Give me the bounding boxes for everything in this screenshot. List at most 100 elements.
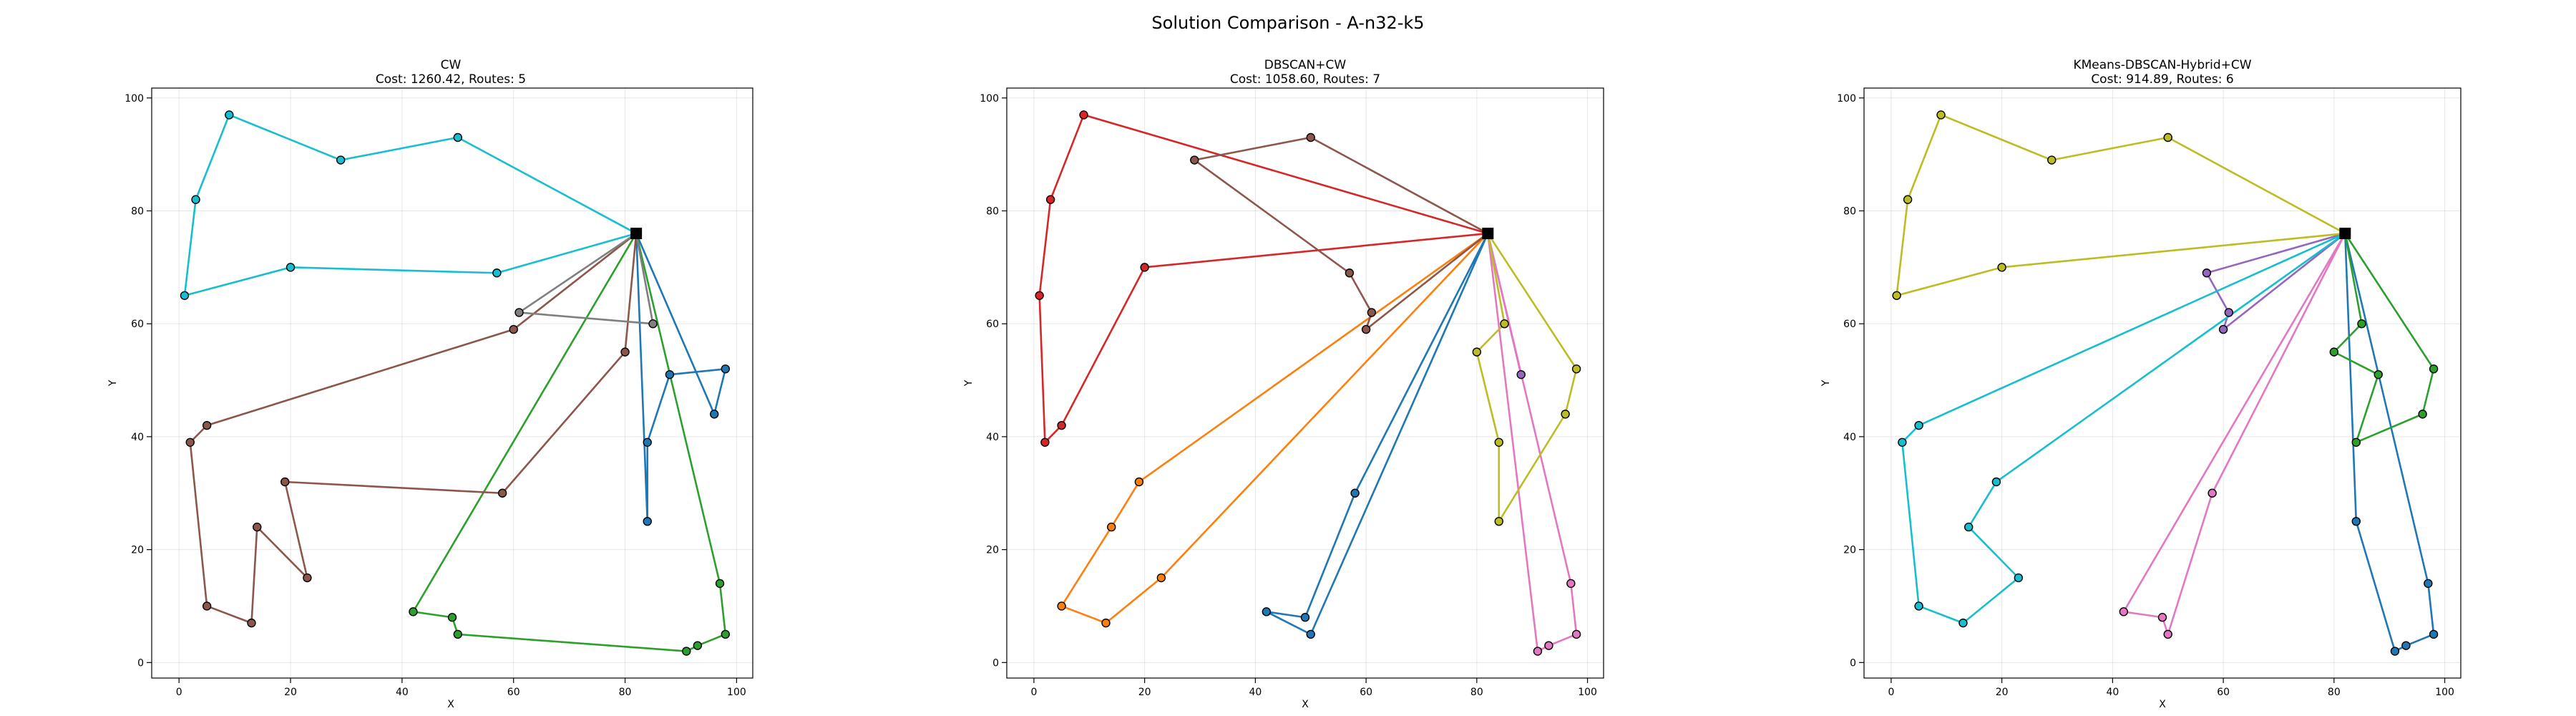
route-line — [1265, 233, 1489, 636]
x-tick-label: 100 — [727, 687, 746, 698]
customer-point — [2351, 437, 2361, 447]
x-axis-label: X — [447, 699, 454, 710]
route-line — [412, 233, 727, 652]
route-line — [2122, 233, 2346, 636]
customer-point — [2163, 132, 2172, 142]
x-tick-label: 20 — [284, 687, 297, 698]
depot-marker — [2339, 228, 2351, 240]
customer-point — [191, 195, 200, 204]
y-tick-label: 60 — [986, 319, 999, 330]
x-tick-label: 60 — [2217, 687, 2230, 698]
customer-point — [225, 110, 234, 120]
customer-point — [2207, 488, 2217, 498]
customer-point — [1040, 437, 1050, 447]
customer-point — [710, 410, 719, 419]
y-tick-label: 0 — [137, 657, 144, 669]
y-tick-label: 60 — [1843, 319, 1856, 330]
customer-point — [1561, 410, 1570, 419]
depot-marker — [1482, 228, 1494, 240]
customer-point — [620, 347, 630, 357]
x-axis-label: X — [2159, 699, 2166, 710]
customer-point — [453, 629, 462, 639]
route-lines — [1896, 114, 2435, 652]
grid-lines — [1864, 88, 2461, 678]
customer-point — [715, 579, 725, 589]
customer-point — [2224, 308, 2234, 317]
customer-point — [1544, 641, 1553, 650]
y-tick-label: 40 — [131, 432, 144, 443]
y-tick-label: 40 — [986, 432, 999, 443]
route-line — [189, 233, 638, 624]
route-line — [1060, 232, 1489, 624]
depot-marker — [630, 228, 643, 240]
y-tick-label: 20 — [131, 545, 144, 556]
route-line — [1487, 233, 1578, 652]
x-tick-label: 60 — [507, 687, 520, 698]
x-tick-label: 80 — [2328, 687, 2341, 698]
customer-point — [1140, 263, 1149, 272]
customer-point — [1898, 437, 1907, 447]
x-tick-label: 80 — [1470, 687, 1483, 698]
route-line — [518, 232, 654, 325]
customer-point — [682, 647, 691, 656]
customer-point — [514, 308, 524, 317]
axes: 0 20 40 60 80 100 0 20 40 60 80 100 — [1837, 87, 2462, 698]
customer-point — [1566, 579, 1576, 589]
axes: 0 20 40 60 80 100 0 20 40 60 80 100 — [125, 87, 753, 698]
customer-point — [1156, 573, 1166, 583]
customer-point — [1914, 601, 1923, 611]
y-tick-label: 20 — [1843, 545, 1856, 556]
customer-point — [1262, 607, 1272, 616]
customer-point — [1997, 263, 2006, 272]
customer-point — [247, 618, 256, 628]
customer-point — [185, 437, 195, 447]
customer-point — [1936, 110, 1946, 120]
customer-point — [2424, 579, 2433, 589]
customer-point — [202, 420, 212, 430]
customer-point — [1571, 364, 1581, 374]
customer-point — [693, 641, 703, 650]
chart-subtitle: Cost: 914.89, Routes: 6 — [2091, 72, 2233, 87]
customer-point — [721, 629, 731, 639]
chart-title: KMeans-DBSCAN-Hybrid+CW — [2073, 58, 2251, 72]
y-tick-label: 100 — [125, 93, 144, 105]
customer-point — [2429, 364, 2439, 374]
customer-point — [648, 319, 658, 329]
customer-point — [1057, 420, 1066, 430]
customer-point — [1350, 488, 1360, 498]
x-tick-label: 20 — [1996, 687, 2009, 698]
customer-point — [643, 437, 652, 447]
route-line — [1901, 232, 2346, 624]
customer-point — [2357, 319, 2366, 329]
customer-points — [180, 110, 731, 656]
x-tick-label: 80 — [619, 687, 632, 698]
x-tick-label: 0 — [1888, 687, 1894, 698]
chart-panel-dbscan-cw: DBSCAN+CW Cost: 1058.60, Routes: 7 X Y 0… — [859, 0, 1717, 716]
customer-point — [492, 268, 502, 278]
x-tick-label: 40 — [396, 687, 409, 698]
customer-point — [280, 477, 290, 487]
x-tick-label: 0 — [1030, 687, 1037, 698]
customer-point — [1306, 629, 1315, 639]
customer-points — [1892, 110, 2439, 656]
customer-point — [1107, 522, 1116, 532]
y-tick-label: 80 — [131, 206, 144, 218]
chart-title: DBSCAN+CW — [1264, 58, 1347, 72]
route-line — [1896, 114, 2346, 297]
y-tick-label: 40 — [1843, 432, 1856, 443]
customer-point — [1903, 195, 1913, 204]
customer-point — [1991, 477, 2001, 487]
customer-point — [2014, 573, 2024, 583]
customer-point — [2418, 410, 2427, 419]
customer-point — [1057, 601, 1066, 611]
customer-point — [2351, 516, 2361, 526]
y-tick-label: 100 — [980, 93, 999, 105]
chart-subtitle: Cost: 1260.42, Routes: 5 — [376, 72, 526, 87]
customer-point — [1361, 324, 1371, 334]
y-tick-label: 20 — [986, 545, 999, 556]
plot-frame — [1863, 87, 2462, 679]
customer-point — [336, 155, 346, 165]
chart-svg-dbscan-cw: DBSCAN+CW Cost: 1058.60, Routes: 7 X Y 0… — [963, 58, 1604, 710]
customer-point — [1892, 291, 1901, 300]
y-tick-label: 60 — [131, 319, 144, 330]
